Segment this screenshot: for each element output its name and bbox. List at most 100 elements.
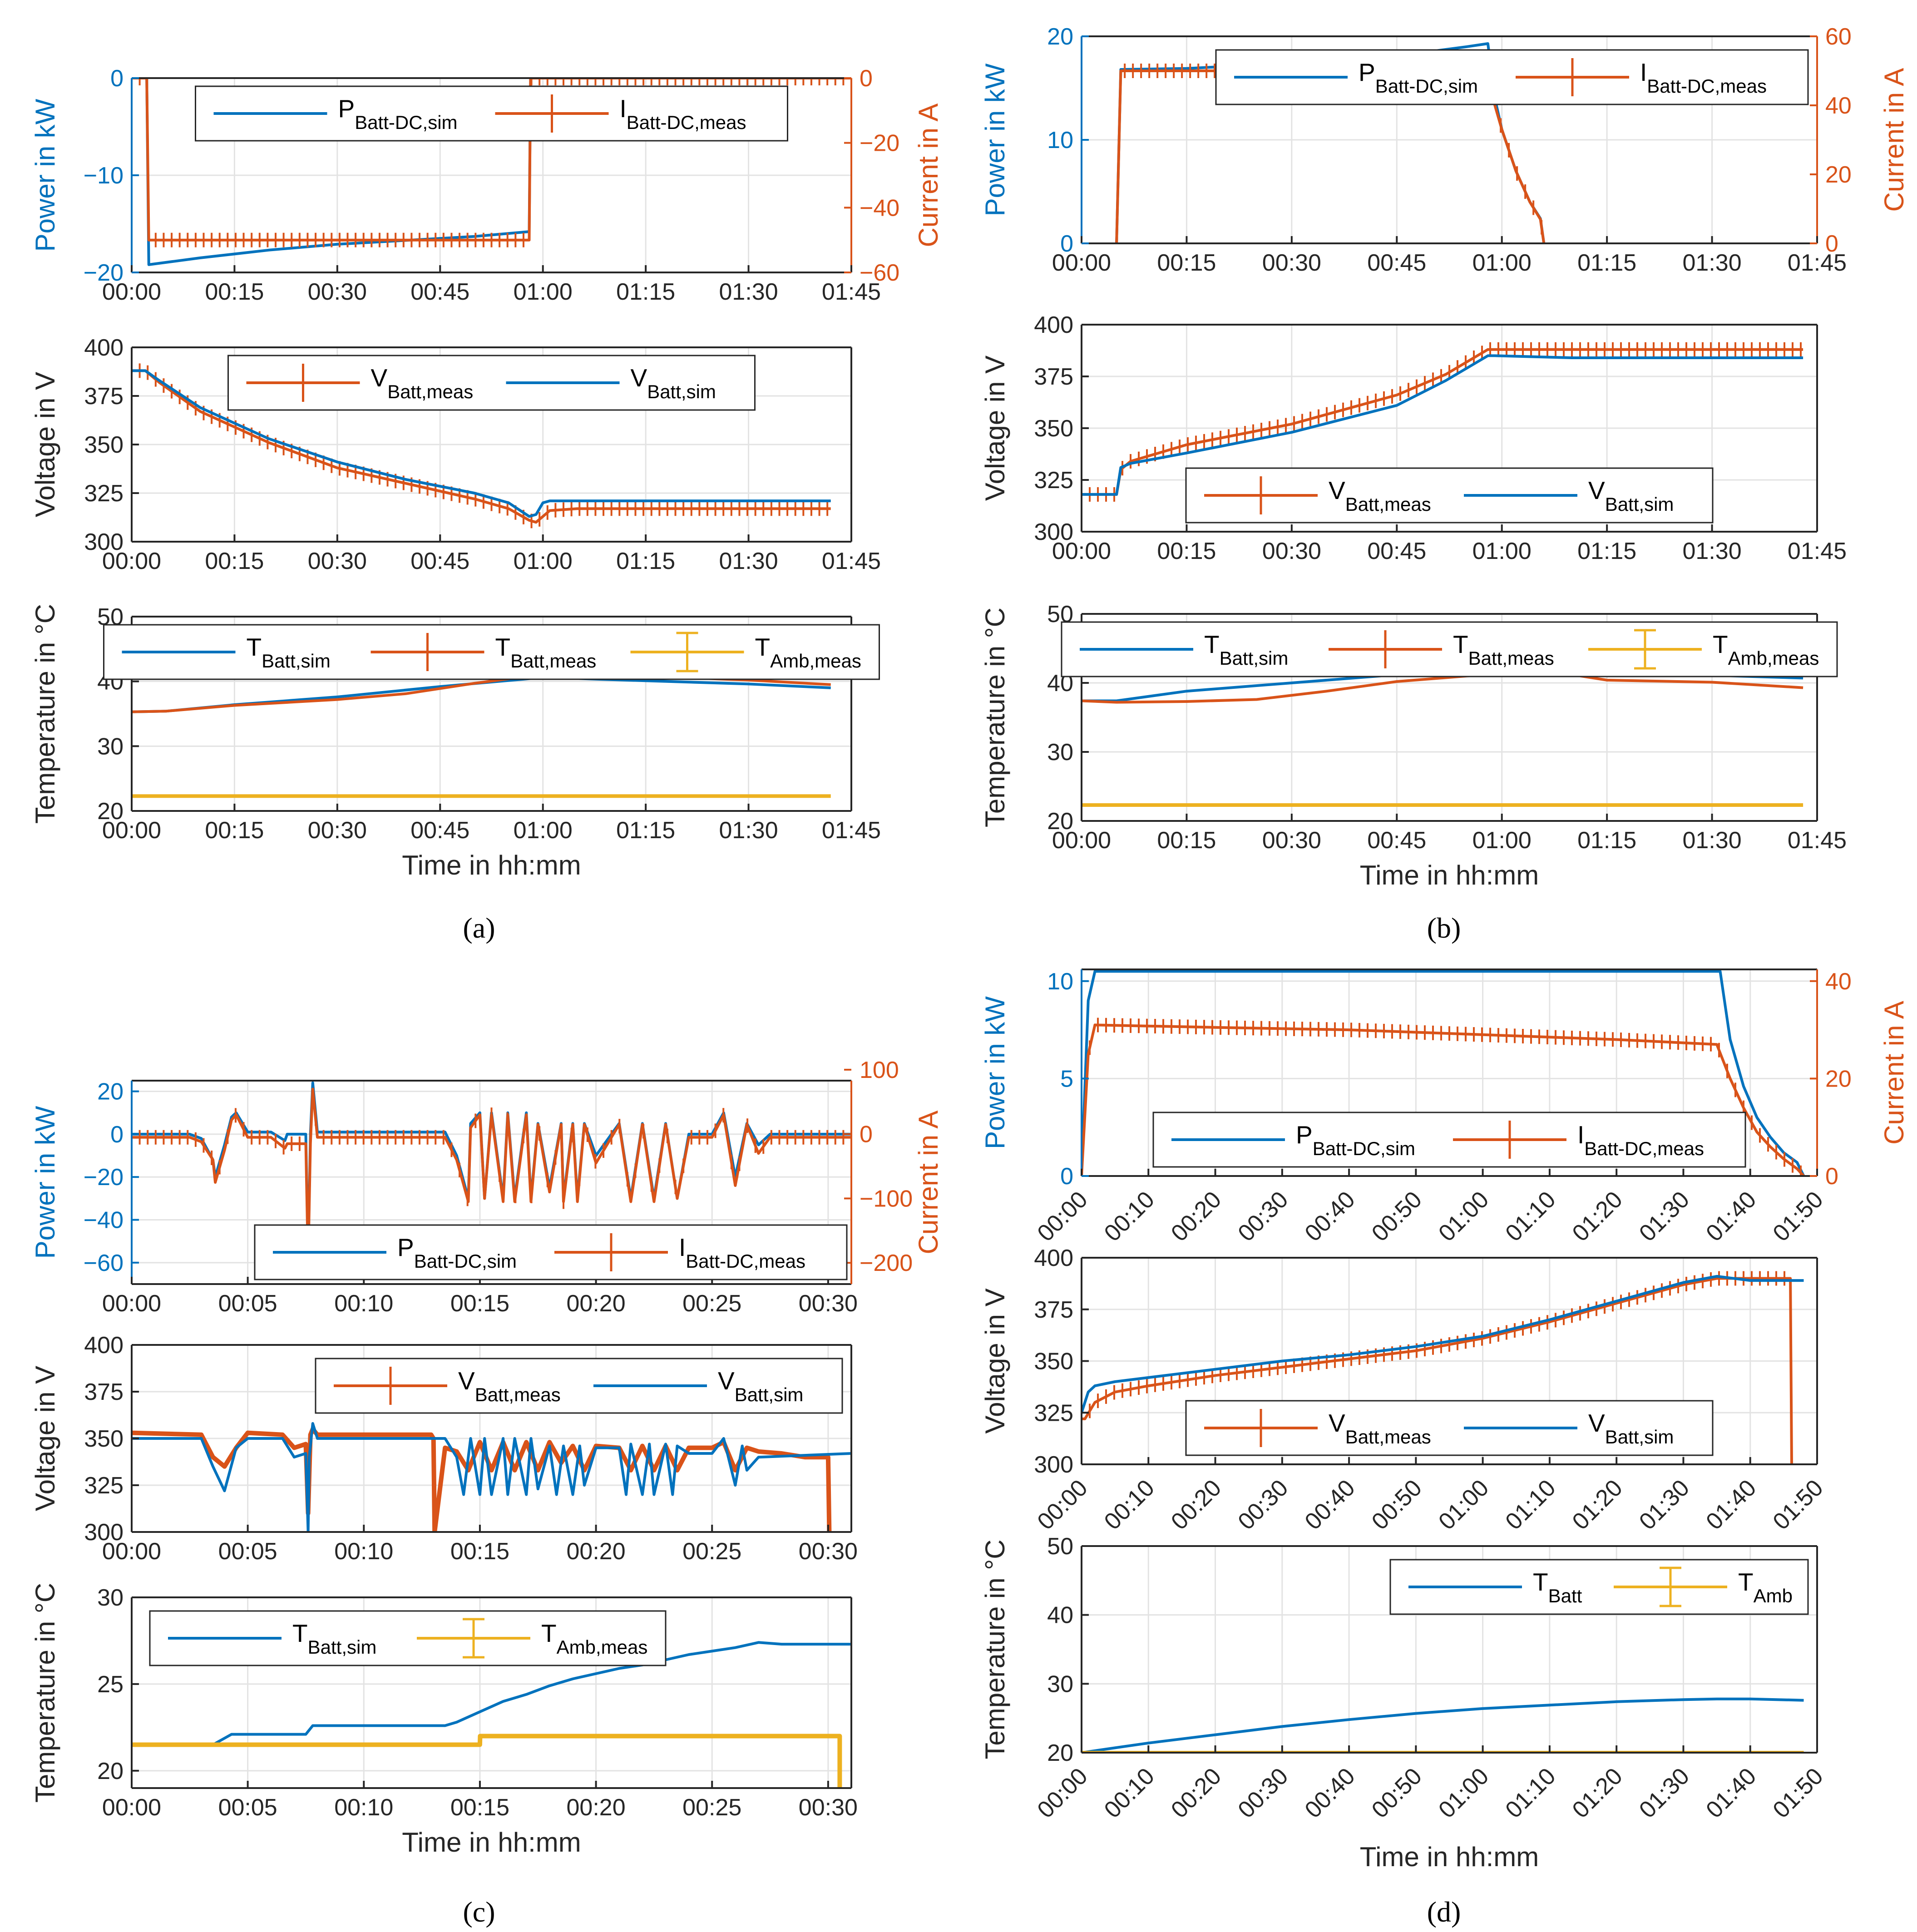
x-tick-label: 00:20 [1166,1763,1226,1823]
x-tick-label: 00:40 [1300,1186,1360,1247]
legend-label-base: T [541,1619,557,1647]
x-tick-label: 00:10 [1099,1475,1160,1535]
y-tick-label: 375 [84,1379,124,1405]
x-tick-label: 00:10 [1099,1763,1160,1823]
x-tick-label: 01:20 [1567,1186,1628,1247]
y-axis-label: Power in kW [30,99,60,252]
legend-label-sub: Batt,meas [510,650,596,672]
legend-label-base: V [718,1367,735,1395]
legend-label-sub: Batt,sim [308,1636,377,1658]
x-tick-label: 01:40 [1701,1475,1761,1535]
legend-label-base: T [1738,1568,1754,1596]
y-tick-label: −20 [84,1164,124,1191]
y-tick-label: 350 [1034,1349,1073,1375]
legend-entry: TBatt,meas [1329,630,1554,669]
x-tick-label: 00:00 [102,1794,161,1821]
legend-label-base: T [292,1619,308,1647]
series-line-T_Batt,meas [1082,673,1803,704]
chart-c1: 00:00 00:05 00:10 00:15 00:20 00:25 00:30 −60 −4… [30,1057,944,1317]
legend-label-sub: Batt,meas [1468,647,1554,669]
y-axis-label: Voltage in V [30,372,60,517]
legend-entry: TAmb [1614,1566,1793,1607]
legend-entry: VBatt,meas [1204,1409,1431,1448]
x-tick-label: 00:00 [1033,1186,1093,1247]
x-tick-label: 01:00 [514,279,573,305]
x-tick-label: 00:25 [682,1794,741,1821]
y-tick-label: 40 [1047,1602,1073,1629]
x-tick-label: 00:00 [102,1290,161,1317]
y-tick-label: 20 [97,798,124,825]
x-tick-label: 01:45 [1788,538,1847,564]
y2-tick-label: 40 [1825,93,1852,119]
legend: VBatt,meas VBatt,sim [1185,1400,1714,1456]
legend: PBatt-DC,sim IBatt-DC,meas [254,1224,848,1280]
x-tick-label: 00:00 [1052,827,1111,854]
series-layer [132,78,851,266]
legend-label-sub: Batt [1548,1585,1582,1606]
legend-label: TAmb,meas [1713,630,1819,669]
y-axis-label: Temperature in °C [980,1539,1010,1759]
y-tick-label: 30 [1047,1671,1073,1697]
x-tick-label: 01:50 [1768,1763,1828,1823]
y-axis-label: Temperature in °C [30,1583,60,1803]
x-tick-label: 00:15 [1157,538,1216,564]
x-axis-label: Time in hh:mm [402,850,581,880]
legend: VBatt,meas VBatt,sim [1185,467,1714,524]
legend-label: IBatt-DC,meas [620,94,746,133]
y-tick-label: 20 [1047,24,1073,50]
chart-a1: 00:00 00:15 00:30 00:45 01:00 01:15 01:30 01:45… [30,65,944,305]
x-tick-label: 01:00 [1433,1186,1494,1247]
y2-tick-label: 20 [1825,162,1852,188]
x-tick-label: 01:10 [1501,1186,1561,1247]
x-tick-label: 00:40 [1300,1763,1360,1823]
x-tick-label: 01:00 [1472,827,1532,854]
x-tick-label: 00:20 [567,1538,626,1565]
y2-tick-label: −200 [860,1250,913,1276]
series-layer [132,1641,851,1788]
legend-label-sub: Batt,meas [1345,494,1431,515]
legend-label-sub: Batt,sim [647,381,716,402]
y-axis-label: Temperature in °C [30,604,60,824]
x-tick-label: 01:50 [1768,1186,1828,1247]
x-tick-label: 00:20 [567,1794,626,1821]
y2-axis-label: Current in A [913,1111,944,1255]
legend-entry: IBatt-DC,meas [495,94,746,133]
legend-entry: VBatt,meas [1204,476,1431,515]
y-tick-label: 0 [1060,1163,1073,1190]
x-tick-label: 00:10 [334,1290,393,1317]
x-tick-label: 01:15 [616,548,675,574]
y2-tick-label: 40 [1825,968,1852,995]
y-tick-label: 300 [1034,1452,1073,1478]
series-line-P_Batt-DC,sim [1082,970,1805,1176]
x-tick-label: 01:30 [1634,1186,1695,1247]
legend: PBatt-DC,sim IBatt-DC,meas [1152,1112,1746,1168]
y-tick-label: 400 [1034,1245,1073,1271]
legend-label: VBatt,sim [1588,476,1674,515]
x-tick-label: 00:00 [1033,1475,1093,1535]
series-line-V_Batt,sim [132,369,831,518]
x-tick-label: 01:30 [1683,538,1742,564]
x-tick-label: 00:10 [1099,1186,1160,1247]
series-layer [132,1081,851,1265]
x-tick-label: 00:30 [308,548,367,574]
y-tick-label: 30 [97,1585,124,1611]
legend-label-base: I [1577,1121,1584,1149]
y2-axis-label: Current in A [1879,1001,1909,1145]
legend: TBatt,sim TAmb,meas [149,1610,667,1666]
y-tick-label: 20 [1047,808,1073,835]
series-layer [1082,970,1805,1176]
x-tick-label: 01:40 [1701,1186,1761,1247]
x-tick-label: 00:25 [682,1538,741,1565]
y-tick-label: 325 [1034,1400,1073,1426]
legend-label-base: V [1329,1409,1345,1437]
legend-label-sub: Batt-DC,meas [1647,75,1767,97]
y2-tick-label: −100 [860,1186,913,1212]
legend: T Batt TAmb [1389,1559,1809,1615]
legend-label: TBatt,meas [1453,630,1554,669]
legend: TBatt,sim TBatt,meas TAmb,meas [103,624,880,680]
legend-label: VBatt,sim [718,1367,803,1405]
x-axis-label: Time in hh:mm [1360,1842,1539,1872]
y2-axis-label: Current in A [1879,68,1909,212]
x-tick-label: 01:15 [1577,827,1636,854]
x-tick-label: 00:30 [799,1290,858,1317]
